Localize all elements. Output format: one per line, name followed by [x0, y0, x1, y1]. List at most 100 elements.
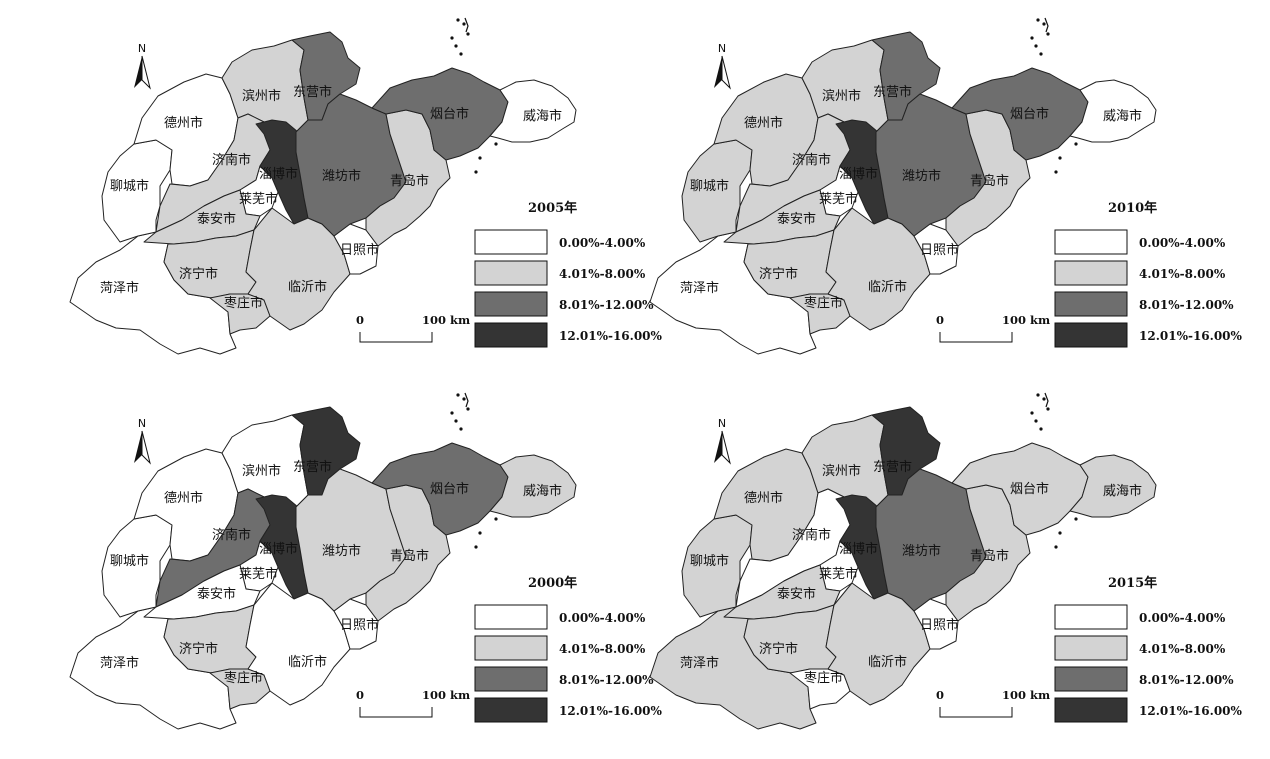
city-label-qingdao: 青岛市: [970, 173, 1009, 189]
city-label-dezhou: 德州市: [744, 115, 783, 131]
scale-end-label: 100 km: [1002, 688, 1050, 702]
city-label-zaozhuang: 枣庄市: [804, 670, 843, 686]
legend-swatch-0: [1054, 604, 1128, 630]
island-dot: [454, 44, 458, 48]
region-zaozhuang: [789, 668, 851, 710]
city-label-rizhao: 日照市: [340, 242, 379, 258]
island-dot: [1042, 397, 1046, 401]
city-label-yantai: 烟台市: [1010, 106, 1049, 122]
city-label-jinan: 济南市: [792, 152, 831, 168]
island-dot: [459, 427, 463, 431]
island-dot: [478, 156, 482, 160]
island-dot: [478, 531, 482, 535]
north-arrow: N: [714, 42, 731, 90]
city-label-dongying: 东营市: [293, 459, 332, 475]
city-label-taian: 泰安市: [197, 211, 236, 227]
city-label-weifang: 潍坊市: [902, 543, 941, 559]
city-label-weifang: 潍坊市: [902, 168, 941, 184]
legend-label-1: 4.01%-8.00%: [559, 267, 646, 281]
legend-swatch-2: [474, 666, 548, 692]
legend-swatch-3: [1054, 322, 1128, 348]
legend-swatch-1: [1054, 260, 1128, 286]
city-label-dezhou: 德州市: [164, 490, 203, 506]
north-arrow: N: [134, 417, 151, 465]
island-dot: [1042, 22, 1046, 26]
city-label-zibo: 淄博市: [259, 166, 298, 182]
north-label: N: [718, 417, 726, 430]
legend: 0.00%-4.00% 4.01%-8.00% 8.01%-12.00% 12.01%…: [1054, 604, 1243, 723]
north-arrow: N: [714, 417, 731, 465]
island-dot: [1030, 411, 1034, 415]
city-label-linyi: 临沂市: [868, 279, 907, 295]
map-panel-2010: 菏泽市 聊城市 德州市 滨州市 东营市 济南市 淄博市 莱芜市 泰安市 济宁市 枣庄市 临沂市 日照市 潍…: [640, 10, 1243, 380]
legend-label-1: 4.01%-8.00%: [559, 642, 646, 656]
legend-swatch-0: [1054, 229, 1128, 255]
city-label-heze: 菏泽市: [100, 655, 139, 671]
north-arrow: N: [134, 42, 151, 90]
north-label: N: [138, 417, 146, 430]
legend-label-3: 12.01%-16.00%: [1139, 704, 1243, 718]
city-label-jining: 济宁市: [759, 266, 798, 282]
city-label-jining: 济宁市: [759, 641, 798, 657]
island-dot: [1054, 545, 1058, 549]
scale-start-label: 0: [936, 313, 944, 327]
city-label-linyi: 临沂市: [288, 279, 327, 295]
island-dot: [462, 397, 466, 401]
north-arrow-right: [141, 430, 151, 465]
north-arrow-left: [714, 431, 722, 463]
island-dot: [1036, 393, 1040, 397]
island-dot: [454, 419, 458, 423]
legend-label-3: 12.01%-16.00%: [559, 329, 663, 343]
map-panel-2005: 菏泽市 聊城市 德州市 滨州市 东营市 济南市 淄博市 莱芜市 泰安市 济宁市 枣庄市 临沂市 日照市 潍…: [60, 10, 663, 380]
islands: [450, 392, 498, 549]
city-label-jining: 济宁市: [179, 641, 218, 657]
region-layer: [649, 406, 1157, 730]
north-label: N: [718, 42, 726, 55]
legend-swatch-3: [1054, 697, 1128, 723]
legend-label-2: 8.01%-12.00%: [559, 673, 654, 687]
island-dot: [1039, 52, 1043, 56]
region-weihai: [1069, 79, 1157, 143]
island-dot: [494, 517, 498, 521]
scale-bar-line: [359, 332, 433, 343]
scale-start-label: 0: [936, 688, 944, 702]
legend-swatch-2: [474, 291, 548, 317]
city-label-rizhao: 日照市: [920, 617, 959, 633]
island-dot: [1058, 531, 1062, 535]
city-label-zaozhuang: 枣庄市: [804, 295, 843, 311]
city-label-jining: 济宁市: [179, 266, 218, 282]
legend-label-1: 4.01%-8.00%: [1139, 642, 1226, 656]
legend-swatch-2: [1054, 291, 1128, 317]
scale-end-label: 100 km: [422, 313, 470, 327]
island-dot: [1039, 427, 1043, 431]
city-label-qingdao: 青岛市: [390, 548, 429, 564]
city-label-zibo: 淄博市: [839, 166, 878, 182]
city-label-taian: 泰安市: [197, 586, 236, 602]
scale-bar-line: [939, 707, 1013, 718]
islands: [450, 17, 498, 174]
city-label-heze: 菏泽市: [100, 280, 139, 296]
city-label-weihai: 威海市: [523, 483, 562, 499]
island-dot: [1074, 517, 1078, 521]
city-label-zibo: 淄博市: [259, 541, 298, 557]
island-dot: [494, 142, 498, 146]
city-label-yantai: 烟台市: [430, 106, 469, 122]
region-zaozhuang: [209, 668, 271, 710]
legend-swatch-1: [474, 260, 548, 286]
scale-start-label: 0: [356, 313, 364, 327]
island-dot: [474, 170, 478, 174]
city-label-dezhou: 德州市: [744, 490, 783, 506]
region-weihai: [489, 79, 577, 143]
year-title: 2000年: [528, 575, 577, 591]
island-dot: [1074, 142, 1078, 146]
legend-label-2: 8.01%-12.00%: [1139, 673, 1234, 687]
legend-label-0: 0.00%-4.00%: [559, 236, 646, 250]
city-label-binzhou: 滨州市: [242, 463, 281, 479]
island-dot: [1054, 170, 1058, 174]
island-dot: [456, 393, 460, 397]
